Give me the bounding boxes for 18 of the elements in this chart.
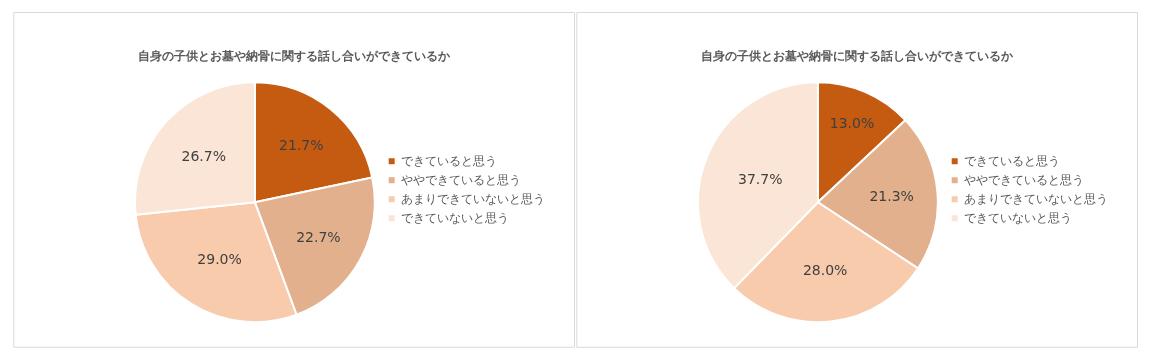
legend-label: できていると思う [964, 154, 1060, 168]
chart-title: 自身の子供とお墓や納骨に関する話し合いができているか [138, 49, 451, 63]
data-label: 26.7% [181, 148, 226, 165]
data-label: 13.0% [829, 115, 875, 132]
data-label: 21.3% [869, 188, 914, 204]
legend-label: あまりできていないと思う [401, 192, 545, 206]
legend-label: できていないと思う [401, 211, 509, 225]
data-label: 37.7% [737, 170, 783, 187]
chart-title: 自身の子供とお墓や納骨に関する話し合いができているか [701, 49, 1014, 63]
data-label: 28.0% [802, 261, 848, 278]
data-label: 21.7% [278, 137, 324, 154]
legend-label: できていると思う [401, 154, 497, 168]
data-label: 29.0% [197, 251, 242, 268]
legend-label: ややできていると思う [401, 173, 521, 187]
data-label: 22.7% [296, 229, 341, 246]
legend-label: ややできていると思う [964, 173, 1084, 187]
legend-label: あまりできていないと思う [964, 192, 1108, 206]
legend-label: できていないと思う [964, 211, 1072, 225]
